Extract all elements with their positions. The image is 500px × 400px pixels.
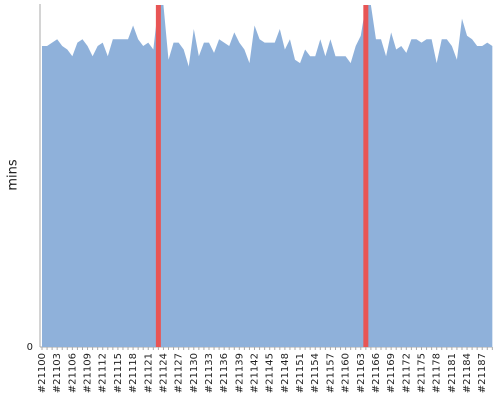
- x-tick-label: #21145: [265, 353, 276, 393]
- x-tick-label: #21136: [219, 353, 230, 393]
- area: [42, 5, 493, 347]
- x-tick-label: #21121: [143, 353, 154, 393]
- x-tick-label: #21148: [280, 353, 291, 393]
- x-tick-label: #21160: [341, 353, 352, 393]
- x-tick-label: #21139: [234, 353, 245, 393]
- x-tick-label: #21127: [174, 353, 185, 393]
- x-tick-label: #21112: [98, 353, 109, 393]
- x-tick-label: #21100: [37, 353, 48, 393]
- x-tick-label: #21118: [128, 353, 139, 393]
- x-tick-label: #21106: [67, 353, 78, 393]
- x-tick-label: #21178: [432, 353, 443, 393]
- x-tick-label: #21187: [477, 353, 488, 393]
- x-tick-label: #21154: [310, 353, 321, 393]
- x-tick-label: #21184: [462, 353, 473, 393]
- x-tick-label: #21151: [295, 353, 306, 393]
- bar: [155, 5, 161, 347]
- x-tick-label: #21181: [447, 353, 458, 393]
- y-tick-label: 0: [27, 342, 33, 353]
- y-axis-label: mins: [6, 159, 21, 191]
- x-tick-label: #21103: [52, 353, 63, 393]
- x-tick-label: #21142: [250, 353, 261, 393]
- x-tick-label: #21133: [204, 353, 215, 393]
- x-tick-label: #21124: [158, 353, 169, 393]
- x-tick-label: #21109: [83, 353, 94, 393]
- x-tick-label: #21175: [417, 353, 428, 393]
- x-tick-label: #21163: [356, 353, 367, 393]
- x-tick-label: #21157: [325, 353, 336, 393]
- bar: [363, 5, 369, 347]
- x-tick-label: #21166: [371, 353, 382, 393]
- x-tick-label: #21172: [401, 353, 412, 393]
- x-tick-label: #21115: [113, 353, 124, 393]
- x-tick-label: #21130: [189, 353, 200, 393]
- x-tick-label: #21169: [386, 353, 397, 393]
